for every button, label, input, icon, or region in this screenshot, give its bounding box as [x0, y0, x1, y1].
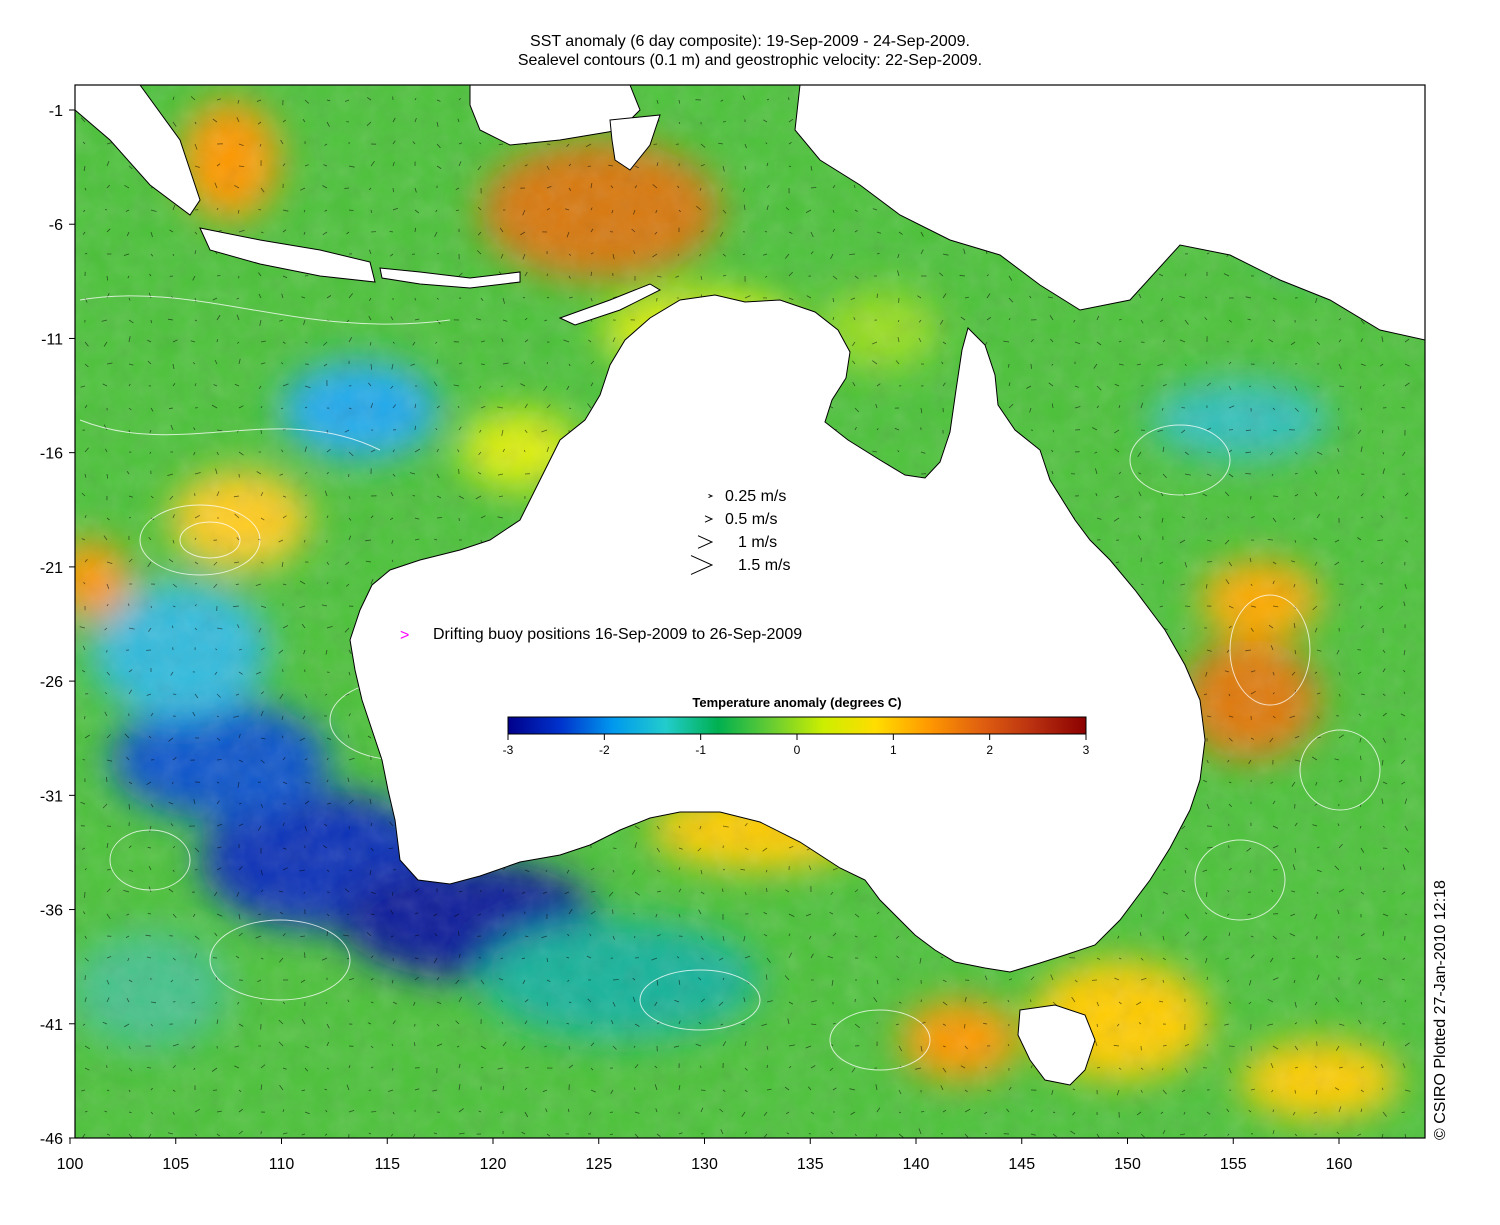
java-island: [199, 227, 376, 283]
chart-title-line-2: Sealevel contours (0.1 m) and geostrophi…: [517, 52, 983, 69]
lon-tick-label: 160: [1326, 1156, 1353, 1173]
colorbar-gradient: [507, 716, 1087, 735]
lon-tick-label: 150: [1114, 1156, 1141, 1173]
timor-island: [558, 283, 662, 326]
lon-tick-label: 125: [585, 1156, 612, 1173]
lon-tick-label: 105: [162, 1156, 189, 1173]
australia-landmass: [349, 294, 1206, 973]
colorbar-ticks: -3 -2 -1 0 1 2 3: [503, 734, 1090, 757]
lat-tick-label: -36: [40, 903, 63, 920]
lat-tick-label: -31: [40, 788, 63, 805]
buoy-legend-label: Drifting buoy positions 16-Sep-2009 to 2…: [433, 626, 802, 643]
lon-tick-label: 100: [57, 1156, 84, 1173]
velocity-legend-arrow: [690, 555, 714, 575]
sst-field: [75, 85, 1425, 1138]
bali-lombok-islands: [379, 267, 521, 289]
colorbar-tick-label: -2: [599, 743, 610, 757]
buoy-legend-symbol: >: [400, 627, 409, 644]
velocity-legend-label: 1.5 m/s: [738, 557, 790, 574]
lon-tick-label: 110: [269, 1156, 295, 1173]
lon-tick-label: 140: [903, 1156, 930, 1173]
velocity-legend-arrow: [704, 515, 714, 523]
velocity-legend-label: 0.25 m/s: [725, 488, 786, 505]
lon-tick-label: 130: [691, 1156, 718, 1173]
sulawesi-landmass: [609, 114, 661, 171]
colorbar-tick-label: -3: [503, 743, 514, 757]
land-masses: [74, 84, 1426, 1086]
latitude-axis: -1 -6 -11 -16 -21 -26 -31 -36 -41 -46: [40, 103, 75, 1148]
credit-line: © CSIRO Plotted 27-Jan-2010 12:18: [1432, 880, 1449, 1140]
chart-title-line-1: SST anomaly (6 day composite): 19-Sep-20…: [530, 33, 970, 50]
sealevel-contours: [79, 295, 1381, 1071]
lat-tick-label: -46: [40, 1131, 63, 1148]
new-guinea-landmass: [794, 84, 1426, 341]
lat-tick-label: -1: [49, 103, 63, 120]
lat-tick-label: -41: [40, 1017, 63, 1034]
colorbar-title: Temperature anomaly (degrees C): [692, 695, 901, 710]
velocity-legend-label: 0.5 m/s: [725, 511, 777, 528]
velocity-scale-legend: 0.25 m/s 0.5 m/s 1 m/s 1.5 m/s: [690, 488, 790, 575]
lon-tick-label: 135: [797, 1156, 824, 1173]
colorbar: Temperature anomaly (degrees C) -3 -2 -1 0 1…: [503, 695, 1090, 757]
lat-tick-label: -6: [49, 217, 63, 234]
lat-tick-label: -26: [40, 674, 63, 691]
colorbar-tick-label: 1: [890, 743, 897, 757]
sumatra-tip: [74, 84, 201, 216]
borneo-landmass: [469, 84, 641, 146]
velocity-legend-arrow: [708, 493, 714, 499]
colorbar-tick-label: 3: [1083, 743, 1090, 757]
tasmania-landmass: [1017, 1004, 1096, 1086]
buoy-legend: > Drifting buoy positions 16-Sep-2009 to…: [400, 626, 802, 644]
colorbar-tick-label: 2: [986, 743, 993, 757]
lat-tick-label: -11: [41, 331, 63, 348]
colorbar-tick-label: -1: [695, 743, 706, 757]
velocity-legend-label: 1 m/s: [738, 534, 777, 551]
velocity-legend-arrow: [697, 535, 714, 549]
lon-tick-label: 145: [1008, 1156, 1035, 1173]
lat-tick-label: -16: [40, 446, 63, 463]
lon-tick-label: 115: [374, 1156, 400, 1173]
map-frame: [74, 84, 1426, 1139]
lon-tick-label: 155: [1220, 1156, 1247, 1173]
longitude-axis: 100 105 110 115 120 125 130 135 140 145 150 155 160: [57, 1138, 1353, 1173]
lon-tick-label: 120: [480, 1156, 507, 1173]
lat-tick-label: -21: [40, 560, 63, 577]
colorbar-tick-label: 0: [794, 743, 801, 757]
